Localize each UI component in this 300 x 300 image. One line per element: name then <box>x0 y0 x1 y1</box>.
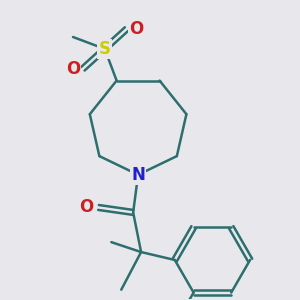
Text: O: O <box>80 199 94 217</box>
Text: S: S <box>99 40 111 58</box>
Text: O: O <box>66 60 80 78</box>
Text: O: O <box>129 20 144 38</box>
Text: N: N <box>131 166 145 184</box>
